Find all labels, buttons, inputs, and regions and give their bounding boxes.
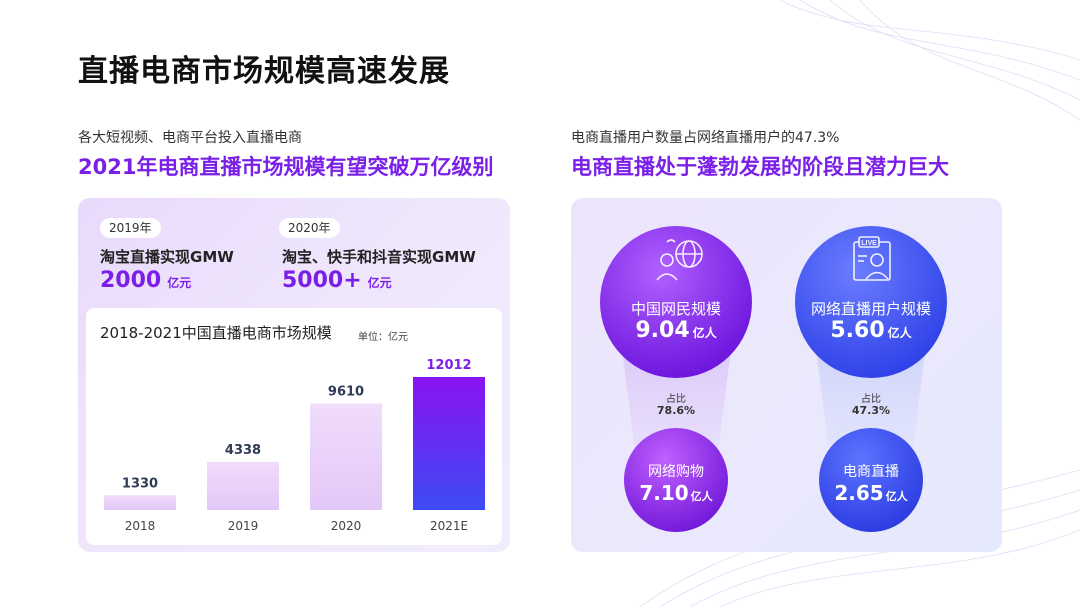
- ecommerce-live-label: 电商直播: [843, 464, 899, 480]
- value-unit: 亿人: [887, 326, 912, 340]
- left-headline: 2021年电商直播市场规模有望突破万亿级别: [78, 155, 494, 179]
- stat-label-2020: 淘宝、快手和抖音实现GMW: [282, 248, 476, 266]
- bar-2018: [104, 495, 176, 510]
- bar-chart-card: 2018-2021中国直播电商市场规模 单位：亿元 1330 2018 4338 20…: [86, 308, 502, 545]
- value-unit: 亿人: [885, 490, 908, 503]
- stat-value-2020: 5000+ 亿元: [282, 268, 392, 293]
- stat-label-2019: 淘宝直播实现GMW: [100, 248, 234, 266]
- value-unit: 亿人: [692, 326, 717, 340]
- value-number: 5.60: [830, 318, 885, 343]
- value-number: 2.65: [834, 481, 884, 505]
- right-subtitle: 电商直播用户数量占网络直播用户的47.3%: [571, 130, 840, 146]
- x-tick-label: 2021E: [430, 519, 468, 533]
- value-number: 9.04: [635, 318, 690, 343]
- bar-2021E: [413, 377, 485, 510]
- ratio-label-right: 占比: [861, 394, 881, 405]
- live-users-value: 5.60 亿人: [795, 318, 947, 343]
- svg-text:LIVE: LIVE: [861, 240, 877, 247]
- netizens-value: 9.04 亿人: [600, 318, 752, 343]
- circle-live-users: [795, 226, 947, 378]
- bar-value-label: 1330: [122, 476, 158, 491]
- bar-2019: [207, 461, 279, 510]
- live-users-label: 网络直播用户规模: [810, 300, 931, 318]
- value-number: 7.10: [639, 481, 689, 505]
- shopping-value: 7.10 亿人: [624, 481, 728, 505]
- stat-number: 5000+: [282, 268, 362, 293]
- page-title: 直播电商市场规模高速发展: [78, 54, 450, 89]
- left-subtitle: 各大短视频、电商平台投入直播电商: [78, 130, 302, 146]
- x-tick-label: 2018: [125, 519, 156, 533]
- circle-netizens: [600, 226, 752, 378]
- live-stream-icon: LIVE: [853, 236, 891, 281]
- x-tick-label: 2020: [331, 519, 362, 533]
- circle-ecommerce-live: [819, 428, 923, 532]
- bar-value-label: 4338: [225, 443, 261, 458]
- chart-title: 2018-2021中国直播电商市场规模: [100, 324, 332, 342]
- bar-value-label: 9610: [328, 385, 364, 400]
- shopping-label: 网络购物: [648, 464, 704, 480]
- funnel-diagram: LIVE: [600, 226, 947, 532]
- stat-number: 2000: [100, 268, 162, 293]
- year-badge-2020: 2020年: [279, 218, 340, 238]
- bar-2020: [310, 403, 382, 510]
- value-unit: 亿人: [690, 490, 713, 503]
- stat-unit: 亿元: [367, 276, 392, 290]
- ecommerce-live-value: 2.65 亿人: [819, 481, 923, 505]
- ratio-value-right: 47.3%: [851, 404, 891, 417]
- year-badge-2019: 2019年: [100, 218, 161, 238]
- netizens-label: 中国网民规模: [630, 300, 721, 318]
- bar-value-label: 12012: [426, 358, 471, 373]
- stat-unit: 亿元: [167, 276, 192, 290]
- circle-online-shopping: [624, 428, 728, 532]
- globe-person-icon: [656, 239, 703, 281]
- ratio-label-left: 占比: [666, 394, 686, 405]
- bar-chart: 1330 2018 4338 2019 9610 2020 12012 2021E: [104, 358, 485, 533]
- chart-unit-label: 单位：亿元: [358, 332, 408, 343]
- right-headline: 电商直播处于蓬勃发展的阶段且潜力巨大: [571, 155, 949, 179]
- x-tick-label: 2019: [228, 519, 259, 533]
- stat-value-2019: 2000 亿元: [100, 268, 191, 293]
- ratio-value-left: 78.6%: [656, 404, 696, 417]
